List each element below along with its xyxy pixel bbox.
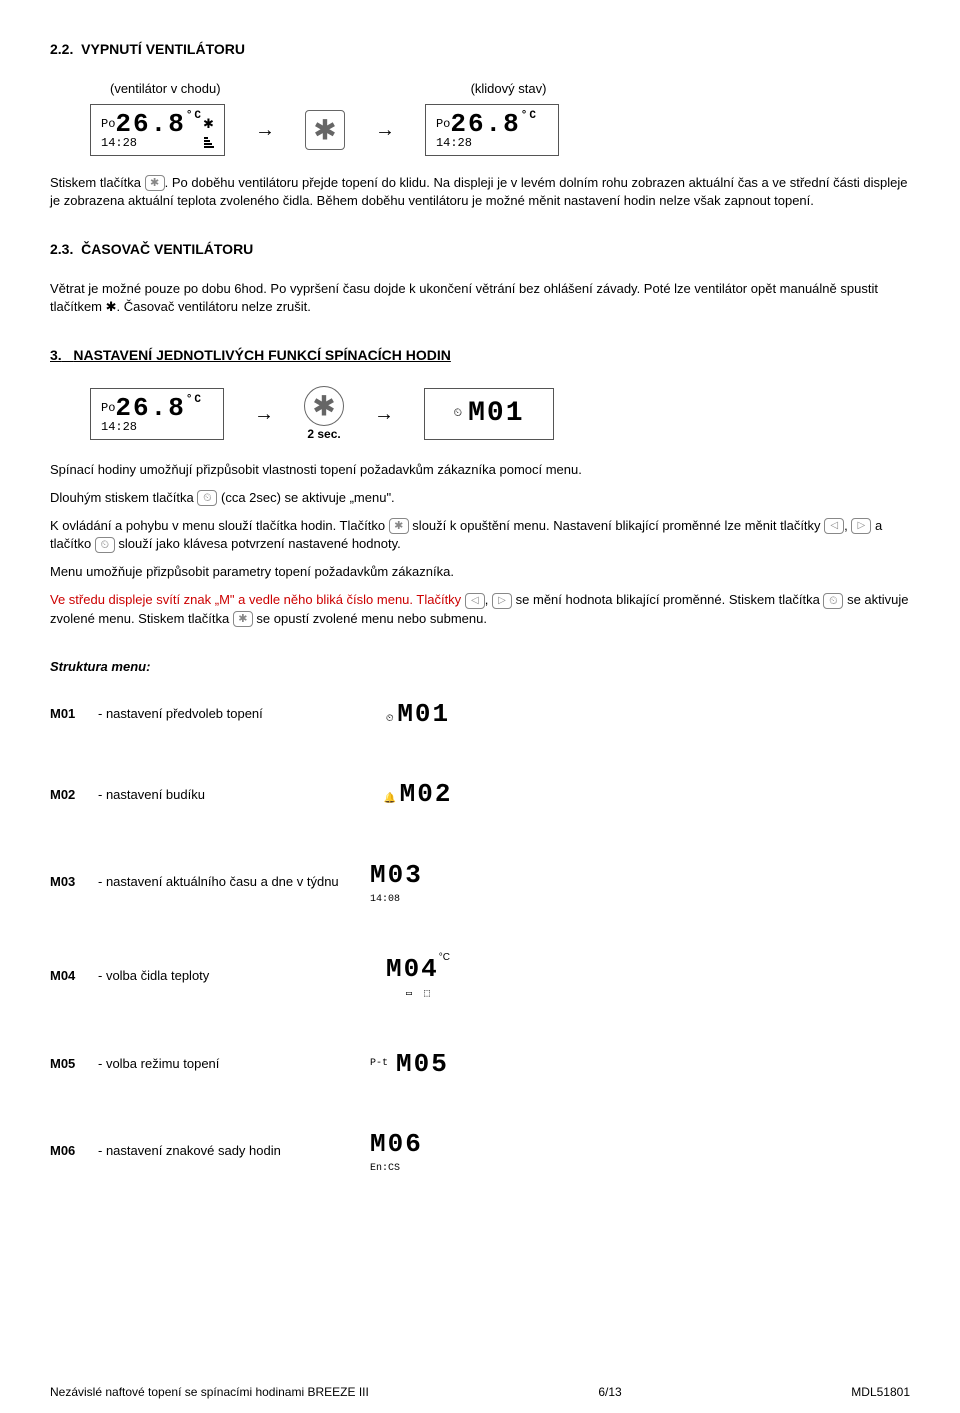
lcd-menu-code: M01 xyxy=(397,699,450,729)
menu-lcd-m01: ⏲ M01 xyxy=(358,694,478,734)
state-labels: (ventilátor v chodu) (klidový stav) xyxy=(110,80,910,98)
lcd-menu-m01: ⏲ M01 xyxy=(424,388,554,440)
sensor-icons: ▭ ⬚ xyxy=(370,988,466,1002)
arrow-icon: → xyxy=(355,116,415,144)
section-2-2: 2.2. VYPNUTÍ VENTILÁTORU (ventilátor v c… xyxy=(50,40,910,210)
paragraph: Menu umožňuje přizpůsobit parametry tope… xyxy=(50,563,910,581)
right-button-icon xyxy=(492,593,512,609)
heading-2-3: 2.3. ČASOVAČ VENTILÁTORU xyxy=(50,240,910,260)
menu-label: - volba režimu topení xyxy=(98,1055,358,1073)
footer-right: MDL51801 xyxy=(851,1384,910,1401)
lcd-idle: Po 26.8 14:28 xyxy=(425,104,559,156)
menu-row-m01: M01 - nastavení předvoleb topení ⏲ M01 xyxy=(50,694,910,734)
menu-row-m06: M06 - nastavení znakové sady hodin M06 E… xyxy=(50,1124,910,1178)
bell-icon: 🔔 xyxy=(384,793,396,804)
lcd-before-menu: Po 26.8 14:28 xyxy=(90,388,224,440)
lcd-time: 14:28 xyxy=(101,421,137,433)
lcd-running: Po 26.8 ✱ 14:28 xyxy=(90,104,225,156)
menu-code: M04 xyxy=(50,967,98,985)
red-text: Ve středu displeje svítí znak „M" a vedl… xyxy=(50,592,465,607)
heading-2-2: 2.2. VYPNUTÍ VENTILÁTORU xyxy=(50,40,910,60)
lcd-menu-code: M03 xyxy=(370,860,423,890)
lcd-time: 14:28 xyxy=(101,137,137,149)
fan-small-icon: ✱ xyxy=(106,299,117,314)
paragraph: Stiskem tlačítka . Po doběhu ventilátoru… xyxy=(50,174,910,210)
menu-enter-sequence: Po 26.8 14:28 → 2 sec. → ⏲ M01 xyxy=(90,386,910,443)
arrow-icon: → xyxy=(235,116,295,144)
menu-lcd-m04: M04°C ▭ ⬚ xyxy=(358,949,478,1003)
menu-code: M06 xyxy=(50,1142,98,1160)
struktura-heading: Struktura menu: xyxy=(50,658,910,676)
section-3: 3. NASTAVENÍ JEDNOTLIVÝCH FUNKCÍ SPÍNACÍ… xyxy=(50,346,910,628)
lcd-temp: 26.8 xyxy=(115,111,203,137)
lcd-temp: 26.8 xyxy=(115,395,203,421)
page-footer: Nezávislé naftové topení se spínacími ho… xyxy=(50,1384,910,1401)
lcd-menu-code: M01 xyxy=(468,400,524,428)
lcd-menu-code: M04 xyxy=(386,954,439,984)
fan-icon: ✱ xyxy=(203,115,214,133)
lcd-day: Po xyxy=(101,118,115,130)
heading-3: 3. NASTAVENÍ JEDNOTLIVÝCH FUNKCÍ SPÍNACÍ… xyxy=(50,346,910,366)
left-button-icon xyxy=(824,518,844,534)
clock-button-icon xyxy=(197,490,217,506)
paragraph: Větrat je možné pouze po dobu 6hod. Po v… xyxy=(50,280,910,316)
fan-large-icon xyxy=(305,110,345,150)
clock-icon: ⏲ xyxy=(386,713,394,724)
lcd-menu-code: M02 xyxy=(400,779,453,809)
fan-button-icon xyxy=(233,611,253,627)
lcd-temp: 26.8 xyxy=(450,111,538,137)
clock-button-icon xyxy=(95,537,115,553)
arrow-icon: → xyxy=(234,400,294,428)
menu-label: - nastavení znakové sady hodin xyxy=(98,1142,358,1160)
menu-label: - nastavení budíku xyxy=(98,786,358,804)
menu-code: M02 xyxy=(50,786,98,804)
paragraph: Ve středu displeje svítí znak „M" a vedl… xyxy=(50,591,910,627)
menu-row-m04: M04 - volba čidla teploty M04°C ▭ ⬚ xyxy=(50,949,910,1003)
fan-off-sequence: Po 26.8 ✱ 14:28 → → Po 26.8 14:28 xyxy=(90,104,910,156)
paragraph: Dlouhým stiskem tlačítka (cca 2sec) se a… xyxy=(50,489,910,507)
menu-label: - nastavení aktuálního času a dne v týdn… xyxy=(98,873,358,891)
clock-button-icon xyxy=(823,593,843,609)
clock-icon: ⏲ xyxy=(454,406,463,421)
fan-button-icon xyxy=(145,175,165,191)
lcd-day: Po xyxy=(101,402,115,414)
menu-row-m05: M05 - volba režimu topení P-t M05 xyxy=(50,1044,910,1084)
menu-row-m03: M03 - nastavení aktuálního času a dne v … xyxy=(50,855,910,909)
paragraph: K ovládání a pohybu v menu slouží tlačít… xyxy=(50,517,910,553)
lcd-menu-code: M06 xyxy=(370,1129,423,1159)
section-2-3: 2.3. ČASOVAČ VENTILÁTORU Větrat je možné… xyxy=(50,240,910,316)
lcd-time: 14:08 xyxy=(370,893,466,907)
paragraph: Spínací hodiny umožňují přizpůsobit vlas… xyxy=(50,461,910,479)
label-running: (ventilátor v chodu) xyxy=(110,80,221,98)
menu-label: - nastavení předvoleb topení xyxy=(98,705,358,723)
menu-code: M03 xyxy=(50,873,98,891)
lcd-pt: P-t xyxy=(370,1057,388,1071)
two-sec-label: 2 sec. xyxy=(307,426,340,443)
lcd-encoding: En:CS xyxy=(370,1162,466,1176)
lcd-time: 14:28 xyxy=(436,137,472,149)
footer-center: 6/13 xyxy=(598,1384,621,1401)
lcd-day: Po xyxy=(436,118,450,130)
label-idle: (klidový stav) xyxy=(471,80,547,98)
menu-code: M05 xyxy=(50,1055,98,1073)
menu-row-m02: M02 - nastavení budíku 🔔 M02 xyxy=(50,774,910,814)
clock-large-icon xyxy=(304,386,344,426)
menu-lcd-m05: P-t M05 xyxy=(358,1044,478,1084)
menu-label: - volba čidla teploty xyxy=(98,967,358,985)
footer-left: Nezávislé naftové topení se spínacími ho… xyxy=(50,1384,369,1401)
signal-bars-icon xyxy=(204,137,214,149)
menu-lcd-m03: M03 14:08 xyxy=(358,855,478,909)
right-button-icon xyxy=(851,518,871,534)
menu-code: M01 xyxy=(50,705,98,723)
left-button-icon xyxy=(465,593,485,609)
fan-button-icon xyxy=(389,518,409,534)
menu-lcd-m02: 🔔 M02 xyxy=(358,774,478,814)
arrow-icon: → xyxy=(354,400,414,428)
menu-lcd-m06: M06 En:CS xyxy=(358,1124,478,1178)
lcd-menu-code: M05 xyxy=(396,1046,449,1082)
